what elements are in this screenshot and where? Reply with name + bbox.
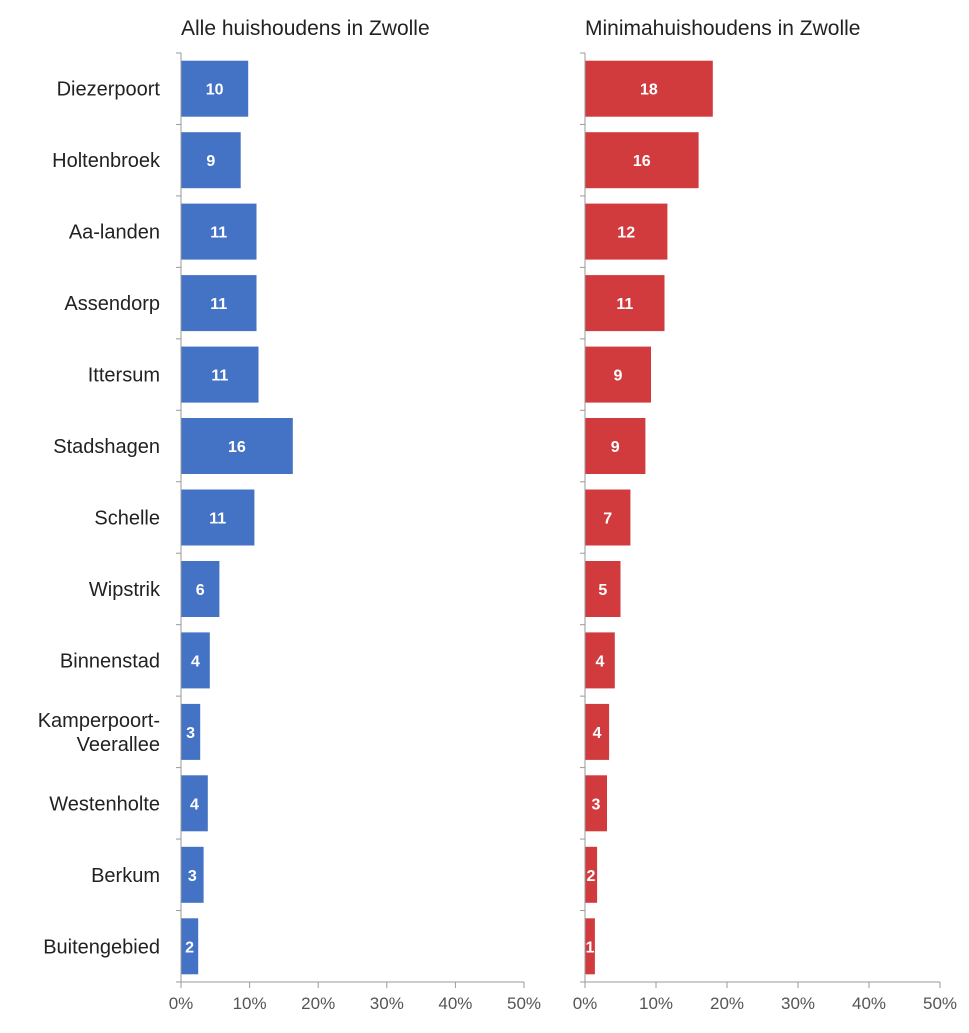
data-label: 11 bbox=[210, 296, 227, 313]
x-tick-label: 50% bbox=[507, 994, 541, 1013]
category-label: Holtenbroek bbox=[52, 150, 161, 172]
bar-1-12 bbox=[181, 846, 204, 903]
data-label: 12 bbox=[617, 225, 635, 242]
data-label: 9 bbox=[614, 368, 623, 385]
data-label: 4 bbox=[593, 725, 602, 742]
x-tick-label: 30% bbox=[370, 994, 404, 1013]
x-tick-label: 20% bbox=[301, 994, 335, 1013]
data-label: 11 bbox=[209, 511, 226, 528]
bar-2-3 bbox=[585, 203, 668, 260]
bar-2-5 bbox=[585, 346, 651, 403]
x-tick-label: 20% bbox=[710, 994, 744, 1013]
category-label: Binnenstad bbox=[60, 650, 160, 672]
bar-1-9 bbox=[181, 632, 210, 689]
bar-2-9 bbox=[585, 632, 615, 689]
data-label: 18 bbox=[640, 82, 658, 99]
bar-2-13 bbox=[585, 918, 595, 975]
bar-2-10 bbox=[585, 703, 610, 760]
bar-1-6 bbox=[181, 418, 293, 474]
x-tick-label: 10% bbox=[233, 994, 267, 1013]
bar-2-1 bbox=[585, 60, 713, 117]
category-label: Aa-landen bbox=[69, 222, 160, 244]
x-tick-label: 40% bbox=[852, 994, 886, 1013]
x-tick-label: 10% bbox=[639, 994, 673, 1013]
data-label: 3 bbox=[592, 796, 601, 813]
category-label: Buitengebied bbox=[43, 936, 160, 958]
bar-1-2 bbox=[181, 132, 241, 189]
bar-1-10 bbox=[181, 703, 201, 760]
category-label: Assendorp bbox=[64, 293, 160, 315]
bar-1-1 bbox=[181, 60, 249, 117]
bar-1-7 bbox=[181, 489, 255, 546]
bar-1-13 bbox=[181, 918, 199, 975]
category-label: Westenholte bbox=[49, 793, 160, 815]
data-label: 11 bbox=[211, 368, 228, 385]
data-label: 11 bbox=[210, 225, 227, 242]
data-label: 2 bbox=[587, 868, 596, 885]
category-label: Stadshagen bbox=[53, 436, 160, 458]
bar-1-8 bbox=[181, 561, 220, 617]
data-label: 7 bbox=[603, 511, 612, 528]
data-label: 11 bbox=[616, 296, 633, 313]
bar-1-4 bbox=[181, 275, 257, 332]
x-tick-label: 50% bbox=[923, 994, 957, 1013]
bar-2-6 bbox=[585, 418, 646, 474]
chart-title: Alle huishoudens in Zwolle bbox=[181, 17, 430, 40]
data-label: 2 bbox=[185, 939, 194, 956]
bar-2-4 bbox=[585, 275, 665, 332]
data-label: 9 bbox=[206, 153, 215, 170]
x-tick-label: 40% bbox=[438, 994, 472, 1013]
bar-2-8 bbox=[585, 561, 621, 617]
data-label: 16 bbox=[633, 153, 651, 170]
category-label: Ittersum bbox=[88, 365, 160, 387]
bar-2-11 bbox=[585, 775, 607, 832]
data-label: 4 bbox=[190, 796, 199, 813]
data-label: 4 bbox=[595, 653, 604, 670]
data-label: 6 bbox=[196, 582, 205, 599]
x-tick-label: 0% bbox=[169, 994, 194, 1013]
data-label: 3 bbox=[186, 725, 195, 742]
category-label: Schelle bbox=[94, 508, 160, 530]
category-label: Veerallee bbox=[77, 734, 160, 756]
data-label: 16 bbox=[228, 439, 246, 456]
data-label: 10 bbox=[206, 82, 224, 99]
bar-2-2 bbox=[585, 132, 699, 189]
category-label: Wipstrik bbox=[89, 579, 161, 601]
data-label: 9 bbox=[611, 439, 620, 456]
data-label: 4 bbox=[191, 653, 200, 670]
category-label: Kamperpoort- bbox=[38, 710, 160, 732]
chart-title: Minimahuishoudens in Zwolle bbox=[585, 17, 860, 40]
x-tick-label: 30% bbox=[781, 994, 815, 1013]
category-label: Berkum bbox=[91, 865, 160, 887]
data-label: 5 bbox=[598, 582, 607, 599]
x-tick-label: 0% bbox=[573, 994, 598, 1013]
bar-1-3 bbox=[181, 203, 257, 260]
data-label: 3 bbox=[188, 868, 197, 885]
bar-2-7 bbox=[585, 489, 631, 546]
bar-2-12 bbox=[585, 846, 598, 903]
bar-1-11 bbox=[181, 775, 208, 832]
category-label: Diezerpoort bbox=[57, 79, 161, 101]
bar-1-5 bbox=[181, 346, 259, 403]
data-label: 1 bbox=[586, 939, 595, 956]
